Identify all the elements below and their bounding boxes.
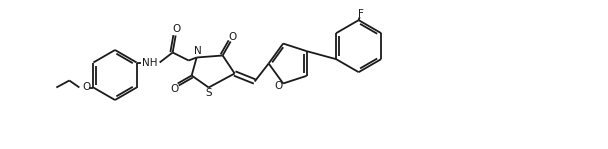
Text: S: S <box>206 89 212 98</box>
Text: O: O <box>229 31 237 42</box>
Text: O: O <box>274 82 282 91</box>
Text: O: O <box>82 83 91 93</box>
Text: NH: NH <box>142 59 157 69</box>
Text: O: O <box>173 24 181 35</box>
Text: F: F <box>358 9 364 19</box>
Text: N: N <box>194 46 201 56</box>
Text: O: O <box>170 83 179 94</box>
